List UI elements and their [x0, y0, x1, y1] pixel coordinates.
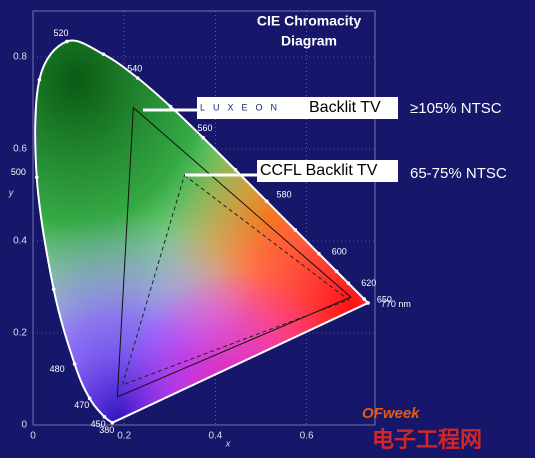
locus-point — [233, 168, 238, 172]
wavelength-label: 470 — [74, 400, 89, 410]
y-axis-label: y — [8, 187, 14, 197]
x-axis-label: x — [225, 438, 231, 448]
y-tick-label: 0.6 — [13, 144, 27, 155]
locus-point — [34, 175, 39, 180]
callout-box — [257, 160, 398, 182]
locus-point — [72, 362, 77, 366]
wavelength-label: 770 nm — [381, 299, 411, 309]
wavelength-label: 650 — [377, 295, 392, 305]
wavelength-label: 480 — [50, 364, 65, 374]
locus-point — [362, 297, 366, 301]
wavelength-label: 580 — [277, 190, 292, 200]
locus-point — [37, 78, 42, 82]
locus-point — [317, 251, 321, 256]
wavelength-label: 450 — [91, 419, 106, 429]
wavelength-label: 380 — [99, 425, 114, 435]
locus-point — [293, 228, 298, 232]
locus-point — [135, 76, 140, 80]
locus-point — [110, 420, 115, 425]
x-tick-label: 0 — [30, 431, 36, 442]
callout-label: Backlit TV — [309, 99, 381, 116]
watermark: OFweek — [362, 405, 420, 422]
watermark: 电子工程网 — [372, 427, 482, 452]
locus-point — [51, 287, 56, 292]
locus-point — [102, 415, 107, 419]
chart-title: Diagram — [281, 33, 337, 49]
locus-point — [366, 301, 370, 305]
x-tick-label: 0.2 — [117, 431, 131, 442]
locus-point — [201, 135, 205, 140]
locus-point — [264, 199, 269, 203]
y-tick-label: 0.8 — [13, 52, 27, 63]
x-tick-label: 0.4 — [208, 431, 222, 442]
callout-label: CCFL Backlit TV — [260, 162, 378, 179]
plot-frame — [32, 10, 376, 426]
spectral-locus — [34, 39, 370, 424]
wavelength-label: 500 — [11, 167, 26, 177]
chart-title: CIE Chromacity — [257, 13, 361, 29]
x-tick-label: 0.6 — [300, 431, 314, 442]
y-tick-label: 0.2 — [13, 328, 27, 339]
wavelength-label: 600 — [332, 247, 347, 257]
wavelength-label: 560 — [197, 123, 212, 133]
locus-point — [334, 269, 339, 274]
locus-point — [65, 39, 69, 44]
callout-box — [197, 97, 398, 119]
locus-point — [168, 104, 173, 109]
coverage-label: ≥105% NTSC — [410, 100, 502, 117]
locus-point — [101, 52, 106, 57]
wavelength-label: 620 — [361, 278, 376, 288]
coverage-label: 65-75% NTSC — [410, 165, 507, 182]
wavelength-label: 520 — [54, 28, 69, 38]
y-tick-label: 0.4 — [13, 236, 27, 247]
gamut-triangle — [116, 106, 352, 398]
wavelength-label: 540 — [127, 64, 142, 74]
locus-point — [346, 281, 351, 285]
y-tick-label: 0 — [21, 420, 27, 431]
brand-logo: LUXEON — [200, 102, 285, 112]
locus-point — [87, 396, 92, 401]
